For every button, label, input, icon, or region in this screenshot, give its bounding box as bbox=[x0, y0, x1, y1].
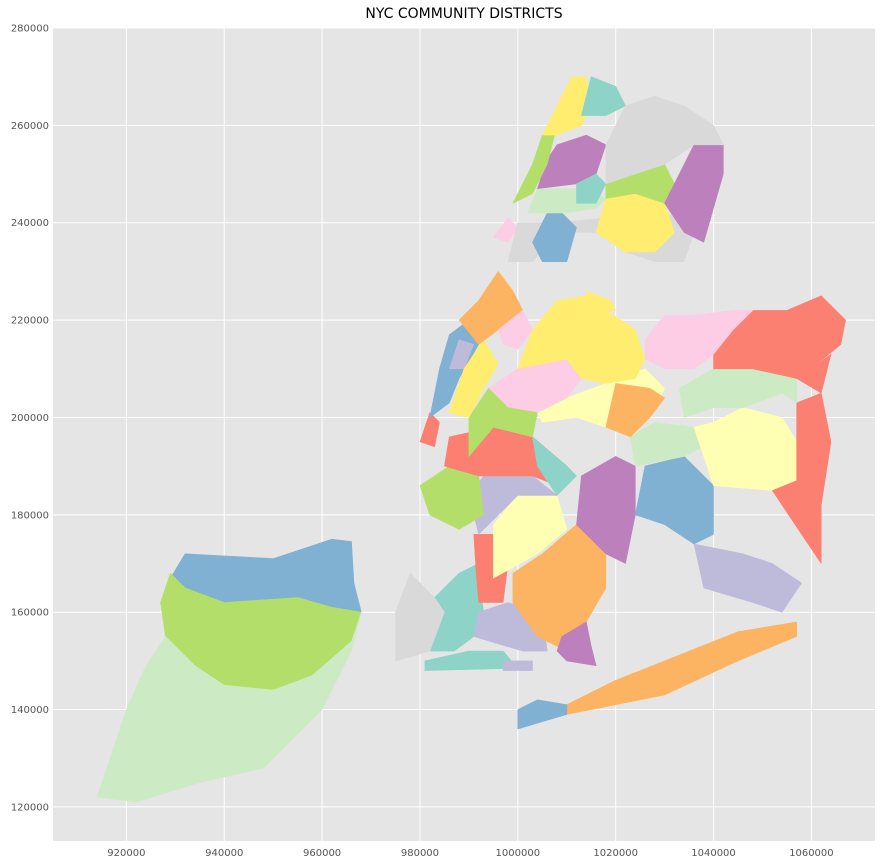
y-tick-label: 280000 bbox=[11, 24, 49, 35]
y-axis: 120000 140000 160000 180000 200000 220000 2400… bbox=[11, 24, 49, 814]
community-district-20 bbox=[693, 543, 802, 613]
y-tick-label: 180000 bbox=[11, 510, 49, 521]
community-district-38 bbox=[458, 271, 524, 345]
y-tick-label: 200000 bbox=[11, 413, 49, 424]
y-tick-label: 220000 bbox=[11, 316, 49, 327]
community-district-51 bbox=[581, 76, 626, 116]
community-district-54 bbox=[585, 290, 617, 311]
community-district-5 bbox=[502, 660, 533, 671]
y-tick-label: 260000 bbox=[11, 121, 49, 132]
community-district-28 bbox=[796, 353, 832, 394]
community-district-12 bbox=[556, 621, 597, 667]
y-tick-label: 160000 bbox=[11, 608, 49, 619]
y-tick-label: 120000 bbox=[11, 802, 49, 813]
community-district-16 bbox=[419, 412, 440, 448]
y-tick-label: 140000 bbox=[11, 705, 49, 716]
chart-title: NYC COMMUNITY DISTRICTS bbox=[365, 6, 562, 22]
community-district-31 bbox=[605, 383, 665, 438]
community-district-17 bbox=[532, 436, 577, 496]
community-district-21 bbox=[566, 621, 798, 715]
community-district-52 bbox=[605, 95, 724, 185]
community-district-3 bbox=[96, 611, 362, 803]
community-district-33 bbox=[517, 295, 646, 384]
community-district-36 bbox=[448, 339, 475, 370]
x-tick-label: 920000 bbox=[107, 848, 145, 859]
x-tick-label: 1020000 bbox=[593, 848, 638, 859]
x-tick-label: 1000000 bbox=[496, 848, 541, 859]
community-district-25 bbox=[771, 392, 832, 564]
community-district-53 bbox=[395, 572, 445, 662]
community-district-37 bbox=[448, 339, 499, 418]
community-district-11 bbox=[512, 524, 607, 652]
y-tick-label: 240000 bbox=[11, 218, 49, 229]
districts-layer bbox=[96, 76, 846, 803]
x-tick-label: 940000 bbox=[205, 848, 243, 859]
community-district-39 bbox=[497, 310, 533, 350]
community-district-34 bbox=[468, 387, 538, 457]
x-tick-label: 1040000 bbox=[691, 848, 736, 859]
community-district-18 bbox=[576, 456, 636, 564]
x-tick-label: 960000 bbox=[303, 848, 341, 859]
community-district-4 bbox=[424, 650, 519, 671]
community-district-29 bbox=[644, 310, 754, 370]
community-district-22 bbox=[517, 699, 568, 730]
x-tick-label: 980000 bbox=[401, 848, 439, 859]
community-district-26 bbox=[678, 368, 798, 418]
x-axis: 920000 940000 960000 980000 1000000 1020000 10… bbox=[107, 848, 833, 859]
x-tick-label: 1060000 bbox=[789, 848, 834, 859]
community-district-48 bbox=[576, 173, 607, 204]
community-district-19 bbox=[634, 456, 714, 545]
